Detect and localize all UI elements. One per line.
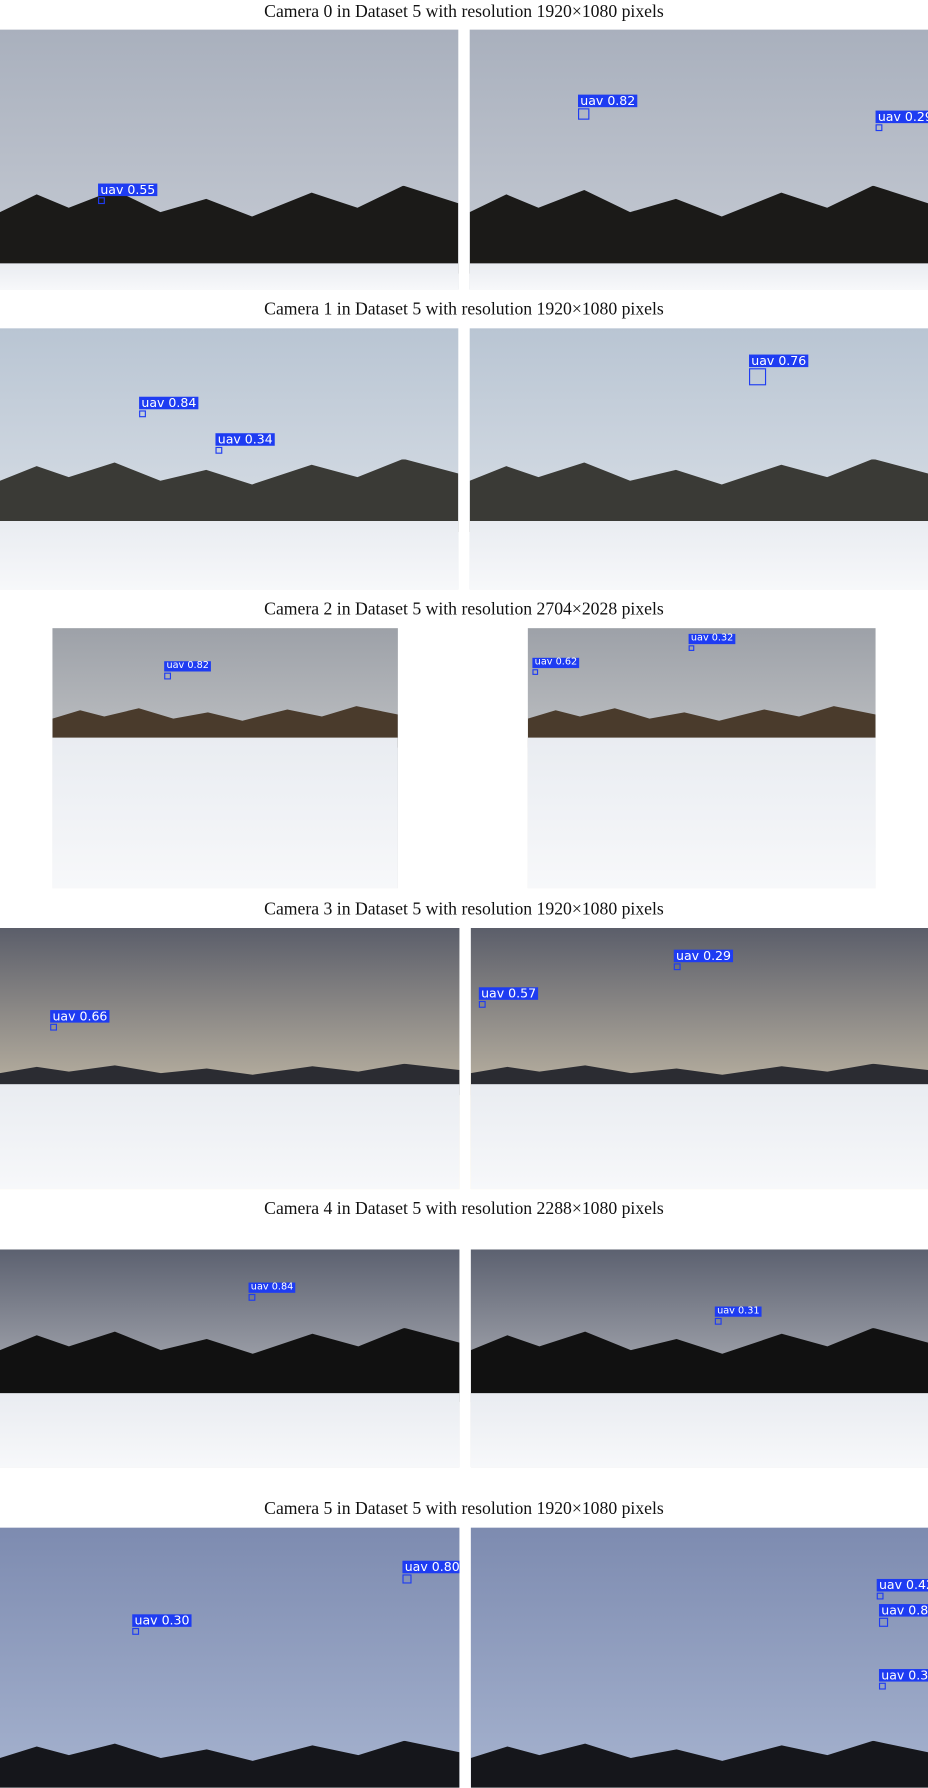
caption: Camera 3 in Dataset 5 with resolution 19… bbox=[264, 899, 664, 919]
photo: uav 0.76 bbox=[469, 328, 928, 590]
detection-box bbox=[402, 1574, 412, 1584]
caption: Camera 5 in Dataset 5 with resolution 19… bbox=[264, 1499, 664, 1519]
snow bbox=[469, 521, 928, 590]
detection-box bbox=[248, 1293, 256, 1301]
treeline bbox=[0, 1327, 460, 1402]
detection-label: uav 0.8 bbox=[878, 1604, 928, 1617]
detection-label: uav 0.62 bbox=[532, 658, 580, 668]
detection-label: uav 0.55 bbox=[98, 184, 158, 197]
snow bbox=[527, 737, 876, 889]
snow bbox=[470, 1084, 928, 1190]
treeline bbox=[469, 185, 928, 274]
snow bbox=[52, 737, 398, 889]
detection-box bbox=[688, 644, 695, 651]
detection-box bbox=[50, 1023, 58, 1031]
detection-box bbox=[578, 108, 590, 120]
detection-box bbox=[132, 1627, 140, 1635]
snow bbox=[470, 1393, 928, 1468]
detection-label: uav 0.82 bbox=[164, 661, 212, 671]
photo: uav 0.84 bbox=[0, 1249, 460, 1468]
detection-box bbox=[878, 1682, 886, 1690]
detection-box bbox=[749, 368, 767, 386]
treeline bbox=[470, 1327, 928, 1402]
treeline bbox=[470, 1740, 928, 1788]
snow bbox=[0, 521, 459, 590]
detection-box bbox=[164, 672, 172, 679]
detection-label: uav 0.84 bbox=[139, 396, 199, 409]
detection-label: uav 0.32 bbox=[688, 634, 736, 644]
detection-box bbox=[714, 1317, 722, 1325]
snow bbox=[0, 1084, 460, 1190]
photo: uav 0.32 uav 0.62 bbox=[527, 628, 876, 889]
detection-label: uav 0.29 bbox=[673, 949, 734, 963]
photo: uav 0.42 uav 0.8 uav 0.3 bbox=[470, 1527, 928, 1788]
photo: uav 0.80 uav 0.30 bbox=[0, 1527, 460, 1788]
photo: uav 0.57 uav 0.29 bbox=[470, 928, 928, 1190]
detection-label: uav 0.29 bbox=[875, 110, 928, 123]
photo: uav 0.84 uav 0.34 bbox=[0, 328, 459, 590]
detection-label: uav 0.31 bbox=[714, 1306, 762, 1317]
detection-label: uav 0.82 bbox=[578, 94, 638, 107]
detection-label: uav 0.66 bbox=[50, 1010, 110, 1023]
detection-box bbox=[139, 410, 146, 418]
detection-label: uav 0.42 bbox=[876, 1579, 928, 1592]
photo: uav 0.82 bbox=[52, 628, 398, 889]
detection-label: uav 0.34 bbox=[215, 433, 276, 446]
detection-box bbox=[478, 1000, 486, 1008]
treeline bbox=[0, 1740, 460, 1788]
detection-label: uav 0.3 bbox=[878, 1669, 928, 1682]
detection-label: uav 0.30 bbox=[132, 1614, 192, 1627]
caption: Camera 2 in Dataset 5 with resolution 27… bbox=[264, 599, 664, 620]
photo: uav 0.82 uav 0.29 bbox=[469, 29, 928, 290]
photo: uav 0.31 bbox=[470, 1249, 928, 1468]
detection-box bbox=[878, 1617, 889, 1627]
detection-label: uav 0.84 bbox=[248, 1283, 296, 1293]
snow bbox=[469, 263, 928, 290]
snow bbox=[0, 263, 459, 290]
caption: Camera 1 in Dataset 5 with resolution 19… bbox=[264, 299, 664, 320]
treeline bbox=[0, 185, 459, 274]
photo: uav 0.55 bbox=[0, 29, 459, 290]
detection-box bbox=[875, 124, 883, 132]
detection-label: uav 0.76 bbox=[749, 354, 809, 368]
photo: uav 0.66 bbox=[0, 928, 460, 1190]
detection-box bbox=[876, 1592, 884, 1600]
detection-box bbox=[673, 963, 681, 971]
caption: Camera 4 in Dataset 5 with resolution 22… bbox=[264, 1199, 664, 1219]
snow bbox=[0, 1393, 460, 1468]
detection-box bbox=[532, 668, 539, 675]
caption: Camera 0 in Dataset 5 with resolution 19… bbox=[264, 2, 664, 22]
detection-label: uav 0.57 bbox=[478, 987, 539, 1000]
detection-label: uav 0.80 bbox=[402, 1560, 460, 1573]
detection-box bbox=[215, 446, 223, 454]
detection-box bbox=[98, 197, 105, 205]
